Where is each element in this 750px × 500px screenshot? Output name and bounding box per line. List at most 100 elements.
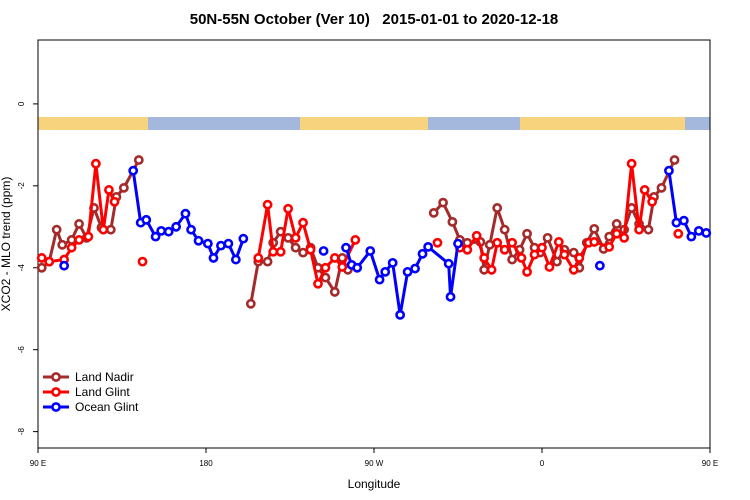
data-point [133, 155, 144, 165]
data-point [417, 248, 428, 259]
x-tick-label: 180 [199, 459, 213, 468]
data-point [202, 238, 213, 249]
data-point [589, 223, 600, 234]
data-point [329, 287, 340, 297]
data-point [98, 224, 109, 235]
data-point [499, 244, 510, 255]
data-point [568, 264, 579, 275]
data-point [673, 228, 684, 239]
data-point [626, 158, 637, 169]
data-point [350, 235, 361, 245]
data-point [352, 262, 363, 273]
data-point [522, 266, 532, 277]
data-point [486, 264, 497, 275]
data-point [253, 253, 264, 263]
data-point [318, 246, 329, 256]
data-point [341, 242, 351, 253]
data-point [552, 256, 562, 267]
data-point [74, 219, 84, 229]
data-point [150, 231, 161, 242]
y-tick-label: -4 [17, 264, 26, 272]
data-point [193, 235, 204, 246]
legend-label: Land Glint [75, 385, 130, 399]
data-point [447, 216, 458, 227]
data-point [542, 232, 553, 243]
data-point [36, 262, 47, 273]
data-point [492, 203, 503, 213]
data-point [290, 232, 301, 243]
data-point [669, 155, 680, 165]
data-point [656, 182, 667, 193]
data-point [83, 231, 94, 242]
data-point [171, 221, 182, 232]
land-band [38, 117, 148, 130]
y-tick-label: -8 [17, 428, 26, 436]
data-point [313, 278, 323, 289]
data-point [337, 262, 348, 272]
land-mask [38, 117, 710, 130]
data-point [432, 237, 443, 248]
data-point [453, 238, 463, 249]
data-point [283, 203, 294, 214]
data-point [320, 262, 331, 273]
data-point [137, 256, 148, 267]
legend-marker [51, 387, 61, 397]
x-axis-label: Longitude [348, 477, 401, 491]
data-point [104, 185, 114, 195]
data-point [262, 256, 273, 267]
data-point [305, 244, 316, 255]
legend-label: Ocean Glint [75, 400, 139, 414]
data-point [59, 260, 70, 271]
data-point [639, 185, 650, 195]
data-point [290, 242, 301, 253]
data-point [611, 228, 622, 239]
data-point [180, 208, 191, 219]
data-point [678, 215, 689, 226]
data-point [499, 224, 510, 235]
data-point [443, 258, 454, 269]
data-point [283, 232, 294, 243]
data-point [128, 165, 139, 176]
data-point [604, 241, 615, 252]
data-point [529, 249, 540, 260]
data-point [51, 224, 62, 235]
data-point [320, 272, 331, 283]
data-point [522, 228, 532, 239]
data-point [553, 237, 564, 247]
x-tick-label: 90 W [365, 459, 384, 468]
data-point [643, 224, 654, 235]
data-point [537, 242, 547, 253]
data-point [634, 224, 644, 235]
legend-label: Land Nadir [75, 370, 134, 384]
data-point [619, 232, 630, 243]
data-point [693, 225, 704, 236]
data-point [109, 196, 120, 207]
data-point [647, 196, 658, 207]
plot: 90 E 180 90 W 0 90 E 0 -2 -4 -6 -8 Land NadirLand … [17, 101, 718, 468]
chart-title: 50N-55N October (Ver 10) 2015-01-01 to 2… [190, 11, 559, 28]
land-band [300, 117, 428, 130]
data-point [664, 165, 674, 176]
data-point [66, 242, 77, 253]
data-point [589, 237, 600, 247]
x-tick-label: 90 E [702, 459, 718, 468]
data-point [423, 241, 434, 252]
data-point [57, 239, 68, 250]
data-point [395, 309, 406, 320]
data-point [365, 246, 376, 256]
data-point [484, 239, 495, 250]
data-point [208, 253, 219, 263]
data-point [626, 203, 637, 213]
data-point [238, 233, 249, 244]
data-point [492, 237, 503, 248]
data-point [380, 266, 391, 277]
data-point [594, 260, 605, 271]
data-point [544, 262, 555, 272]
data-point [245, 298, 256, 309]
data-point [402, 266, 413, 277]
legend-marker [51, 372, 61, 382]
data-point [574, 253, 585, 263]
data-point [275, 246, 286, 257]
y-tick-label: 0 [17, 101, 26, 106]
data-point [438, 197, 448, 208]
